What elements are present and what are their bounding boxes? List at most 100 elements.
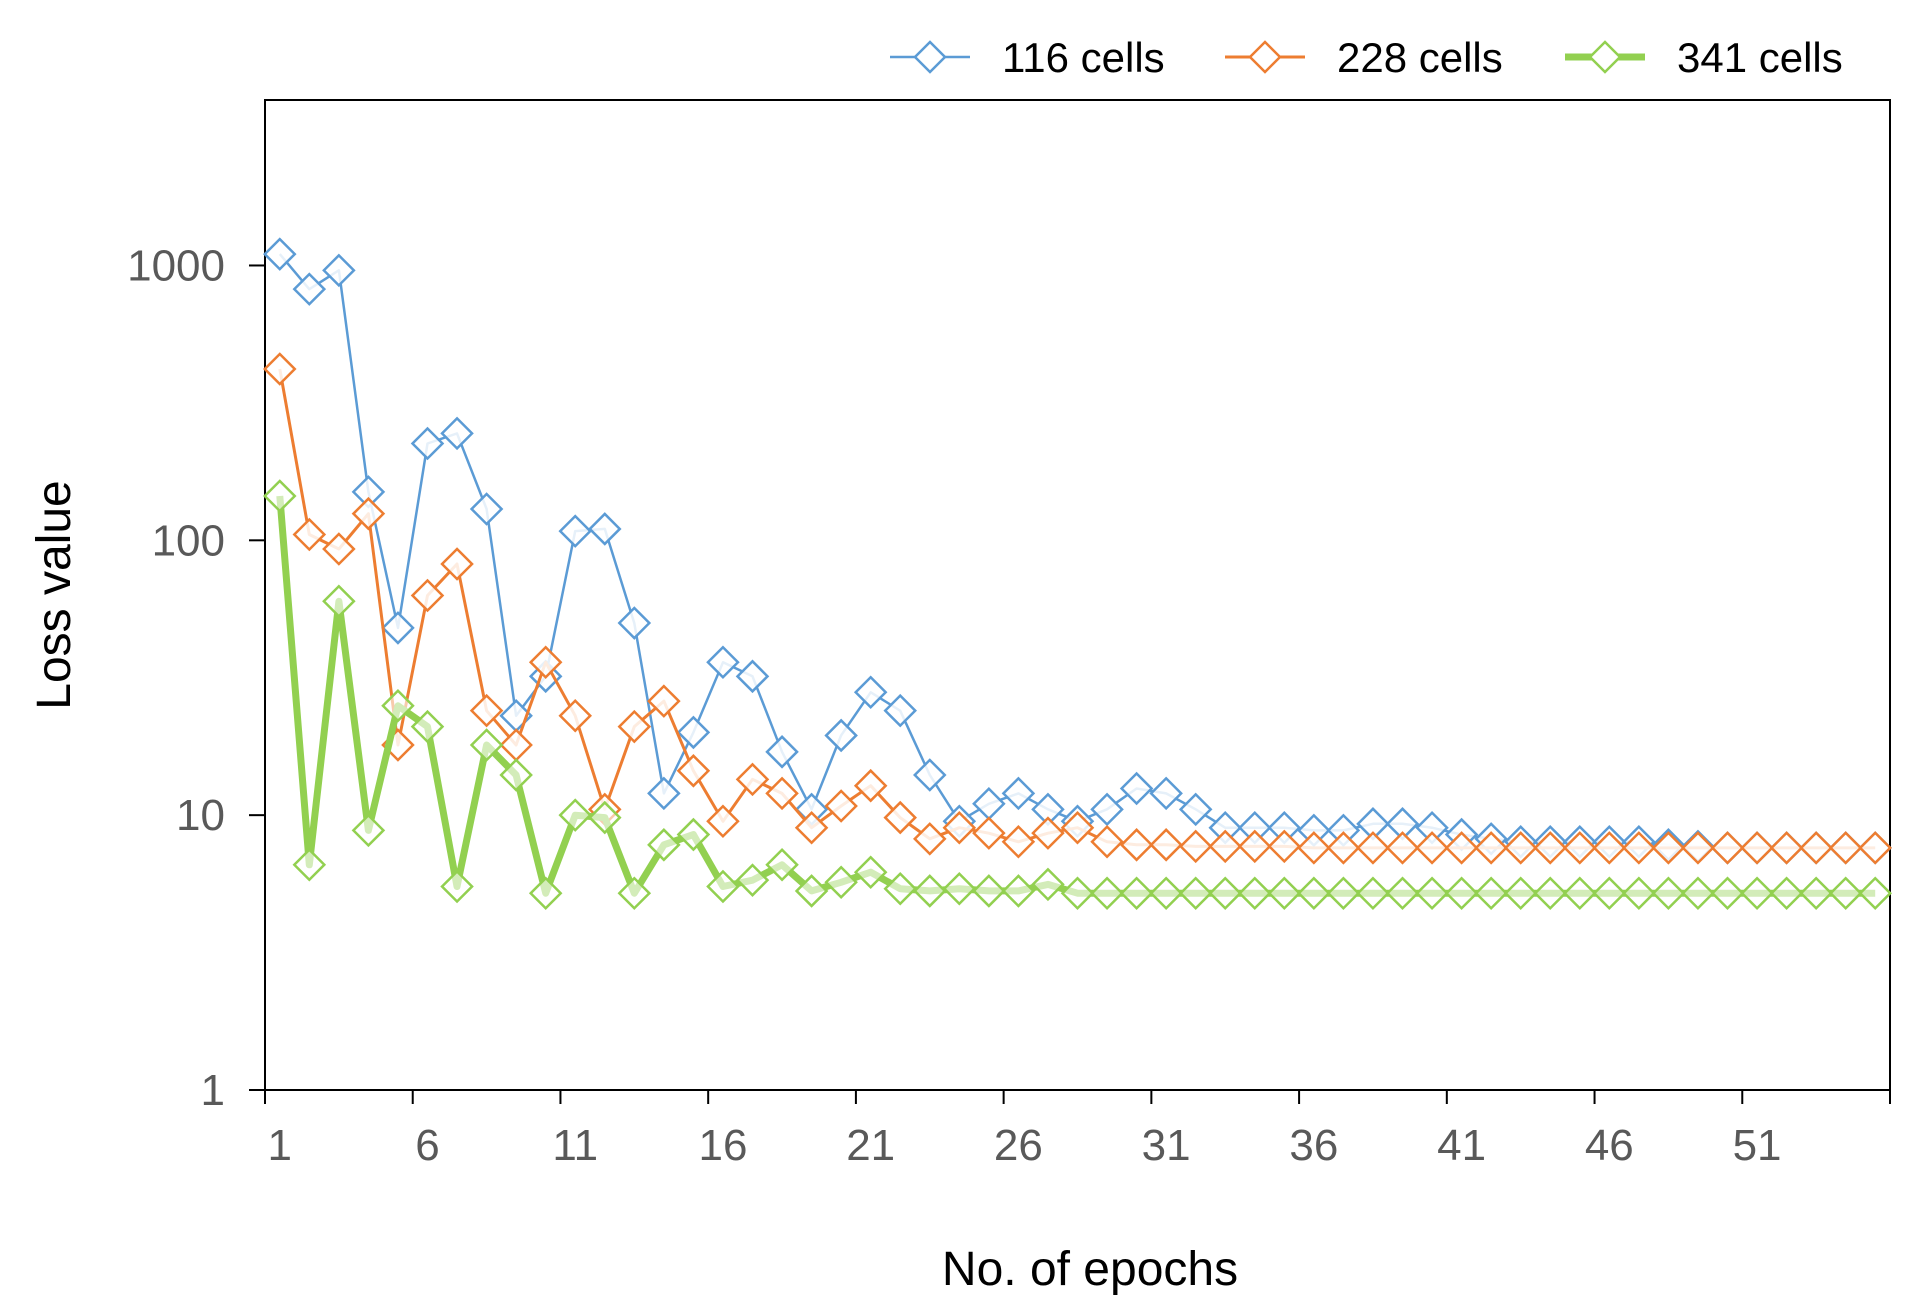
data-point-diamond: [647, 828, 681, 862]
data-point-diamond: [853, 768, 888, 803]
data-point-diamond: [1799, 831, 1833, 865]
data-point-diamond: [735, 863, 770, 897]
data-point-diamond: [1208, 876, 1242, 910]
legend-label: 228 cells: [1337, 34, 1503, 81]
data-point-diamond: [1060, 810, 1095, 845]
data-point-diamond: [647, 684, 681, 718]
data-point-diamond: [1356, 876, 1390, 910]
legend-marker-diamond: [1588, 40, 1622, 74]
data-point-diamond: [1740, 831, 1774, 865]
data-point-diamond: [972, 816, 1006, 850]
data-point-diamond: [1149, 876, 1183, 910]
plot-area-frame: [264, 99, 1891, 1091]
data-point-diamond: [972, 787, 1006, 821]
data-point-diamond: [410, 709, 445, 744]
data-point-diamond: [913, 758, 947, 792]
data-point-diamond: [1090, 792, 1124, 827]
data-point-diamond: [1651, 831, 1686, 865]
data-point-diamond: [1592, 876, 1627, 910]
y-tick-label: 10: [176, 791, 225, 840]
data-point-diamond: [1238, 829, 1272, 864]
data-point-diamond: [263, 237, 297, 271]
data-point-diamond: [1119, 828, 1154, 862]
data-point-diamond: [322, 584, 356, 619]
data-point-diamond: [1001, 776, 1036, 811]
data-point-diamond: [735, 659, 770, 694]
data-point-diamond: [617, 606, 652, 640]
data-point-diamond: [676, 817, 711, 852]
data-point-diamond: [1090, 825, 1124, 859]
x-tick-label: 36: [1289, 1121, 1338, 1170]
data-point-diamond: [1592, 831, 1627, 865]
data-point-diamond: [794, 874, 829, 908]
data-point-diamond: [440, 416, 474, 451]
data-point-diamond: [617, 709, 652, 744]
data-point-diamond: [1060, 876, 1095, 910]
data-point-diamond: [263, 479, 297, 513]
data-point-diamond: [469, 492, 504, 526]
data-point-diamond: [1740, 876, 1774, 910]
data-point-diamond: [676, 715, 711, 750]
data-point-diamond: [263, 352, 297, 386]
data-point-diamond: [883, 800, 917, 835]
series-line: [278, 253, 1876, 850]
y-tick-label: 1000: [127, 241, 225, 290]
data-point-diamond: [824, 718, 858, 753]
data-point-diamond: [1858, 831, 1892, 865]
data-point-diamond: [706, 804, 740, 839]
data-point-diamond: [1444, 876, 1479, 910]
data-point-diamond: [381, 689, 415, 723]
data-point-diamond: [1474, 876, 1508, 910]
series-228-cells: [263, 352, 1892, 865]
x-tick-label: 11: [552, 1121, 598, 1170]
data-point-diamond: [410, 578, 445, 613]
data-point-diamond: [440, 869, 474, 904]
series-341-cells: [263, 479, 1892, 910]
data-point-diamond: [1149, 776, 1183, 811]
data-point-diamond: [706, 645, 740, 680]
data-point-diamond: [1119, 876, 1154, 910]
data-point-diamond: [558, 698, 592, 733]
data-point-diamond: [1001, 825, 1036, 859]
data-point-diamond: [528, 645, 563, 680]
data-point-diamond: [1238, 876, 1272, 910]
data-point-diamond: [824, 865, 858, 900]
data-point-diamond: [1828, 876, 1863, 910]
data-point-diamond: [1858, 876, 1892, 910]
data-point-diamond: [499, 758, 533, 792]
data-point-diamond: [794, 810, 829, 845]
data-point-diamond: [322, 253, 356, 288]
x-tick-label: 1: [268, 1121, 292, 1170]
y-axis-ticks: 1 10 100 1000: [127, 241, 265, 1115]
data-point-diamond: [440, 547, 474, 581]
data-point-diamond: [1710, 831, 1745, 865]
y-axis-title: Loss value: [28, 480, 81, 709]
data-point-diamond: [1178, 792, 1213, 827]
data-point-diamond: [588, 800, 622, 835]
data-point-diamond: [765, 776, 799, 811]
data-point-diamond: [1474, 831, 1508, 865]
data-point-diamond: [1563, 831, 1597, 865]
data-point-diamond: [292, 517, 327, 552]
data-point-diamond: [1297, 876, 1331, 910]
data-point-diamond: [853, 675, 888, 710]
data-point-diamond: [588, 512, 622, 546]
x-tick-label: 26: [994, 1121, 1043, 1170]
data-point-diamond: [1326, 876, 1361, 910]
data-point-diamond: [853, 855, 888, 889]
data-point-diamond: [1208, 829, 1242, 864]
data-point-diamond: [1001, 874, 1036, 908]
data-point-diamond: [1090, 876, 1124, 910]
data-point-diamond: [1533, 876, 1567, 910]
data-point-diamond: [883, 871, 917, 906]
data-point-diamond: [1622, 831, 1656, 865]
data-point-diamond: [1769, 831, 1804, 865]
data-point-diamond: [1119, 771, 1154, 806]
series-layer: [263, 237, 1892, 910]
data-point-diamond: [942, 871, 977, 906]
data-point-diamond: [1297, 831, 1331, 865]
data-point-diamond: [1503, 831, 1538, 865]
data-point-diamond: [824, 789, 858, 823]
data-point-diamond: [942, 810, 977, 845]
data-point-diamond: [1503, 876, 1538, 910]
